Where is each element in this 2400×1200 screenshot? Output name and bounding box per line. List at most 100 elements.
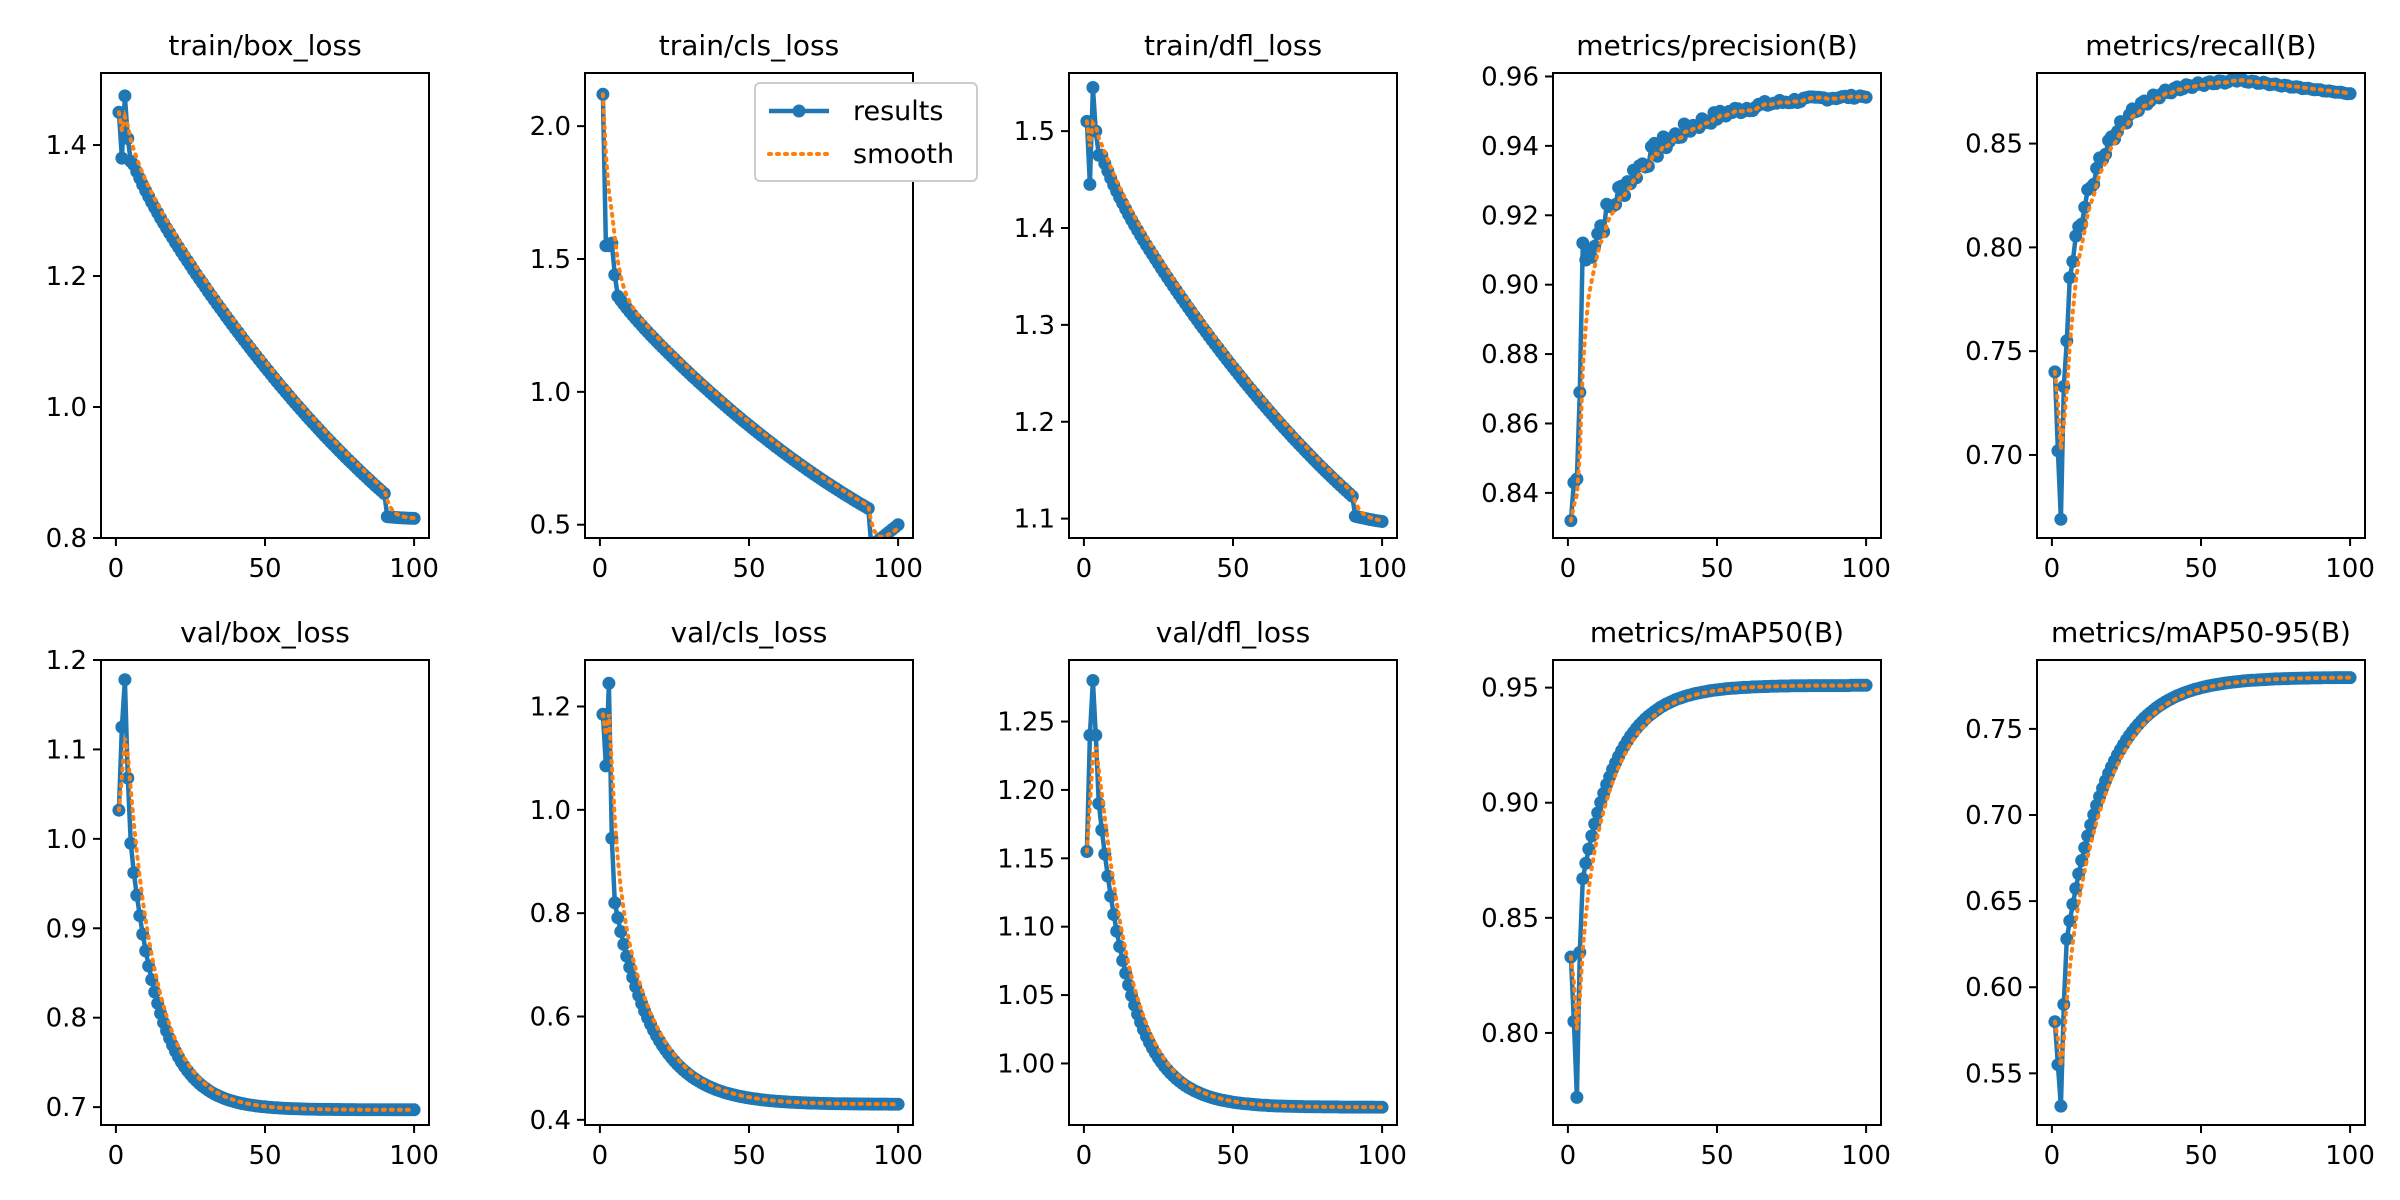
y-tick-label: 0.95 [1481,674,1539,704]
y-tick-label: 0.7 [46,1093,87,1123]
y-tick-label: 1.15 [997,844,1055,874]
x-tick-label: 0 [592,1141,609,1171]
chart-panel: val/cls_loss 0 50 100 0.4 0.6 0.8 1.0 1.2 [530,616,923,1171]
x-tick-label: 100 [2325,554,2375,584]
x-tick-label: 0 [1560,554,1577,584]
results-point [2066,897,2080,911]
results-point [1573,385,1587,399]
y-tick-label: 1.2 [1014,408,1055,438]
y-tick-label: 1.0 [530,378,571,408]
x-tick-label: 0 [1076,1141,1093,1171]
y-tick-label: 0.85 [1481,904,1539,934]
y-tick-label: 1.3 [1014,311,1055,341]
y-tick-label: 1.2 [46,646,87,676]
legend-smooth-label: smooth [853,139,954,170]
results-point [1570,1090,1584,1104]
smooth-line [1084,118,1385,523]
chart-title: train/cls_loss [659,29,839,62]
chart-title: train/box_loss [168,29,361,62]
y-tick-label: 1.10 [997,913,1055,943]
y-tick-label: 0.65 [1965,887,2023,917]
y-tick-label: 1.0 [46,393,87,423]
y-tick-label: 1.00 [997,1049,1055,1079]
chart-title: val/dfl_loss [1156,616,1310,649]
x-tick-label: 100 [389,554,439,584]
plot-area [2048,671,2357,1113]
x-tick-label: 100 [1841,554,1891,584]
smooth-line [1084,746,1385,1110]
x-tick-label: 50 [248,1141,281,1171]
y-tick-label: 0.8 [46,1004,87,1034]
plot-area [596,676,905,1111]
results-point [130,888,144,902]
smooth-line [1568,683,1869,1029]
x-tick-label: 0 [592,554,609,584]
y-tick-label: 1.5 [530,245,571,275]
results-point [2078,841,2092,855]
results-point [608,896,622,910]
y-tick-label: 1.20 [997,776,1055,806]
y-tick-label: 0.80 [1481,1019,1539,1049]
chart-title: metrics/precision(B) [1576,29,1858,62]
chart-title: train/dfl_loss [1144,29,1322,62]
results-point [2343,87,2357,101]
chart-title: metrics/mAP50(B) [1590,616,1844,649]
y-tick-label: 0.70 [1965,801,2023,831]
chart-panel: metrics/mAP50-95(B) 0 50 100 0.55 0.60 0.65 0.7… [1965,616,2375,1171]
x-tick-label: 100 [873,554,923,584]
results-point [118,89,132,103]
y-tick-label: 0.60 [1965,973,2023,1003]
x-tick-label: 0 [108,554,125,584]
results-point [148,985,162,999]
x-tick-label: 50 [732,554,765,584]
y-tick-label: 0.90 [1481,271,1539,301]
y-tick-label: 2.0 [530,112,571,142]
y-tick-label: 1.1 [46,735,87,765]
results-point [2069,882,2083,895]
results-point [599,759,613,773]
legend-box [754,82,978,182]
y-tick-label: 1.1 [1014,505,1055,535]
y-tick-label: 0.4 [530,1106,571,1136]
x-tick-label: 50 [1216,1141,1249,1171]
results-point [1582,842,1596,856]
chart-panel: metrics/precision(B) 0 50 100 0.84 0.86 0.88 0.… [1481,29,1891,584]
smooth-line [2052,78,2353,451]
chart-title: metrics/mAP50-95(B) [2051,616,2351,649]
x-tick-label: 100 [873,1141,923,1171]
x-tick-label: 100 [2325,1141,2375,1171]
results-point [1585,829,1599,843]
chart-title: metrics/recall(B) [2085,29,2316,62]
results-point [1591,806,1605,820]
results-point [2054,1099,2068,1113]
results-point [623,960,637,974]
results-point [2060,932,2074,946]
results-point [121,771,135,785]
results-point [407,1103,421,1117]
plot-area [1080,81,1389,528]
x-tick-label: 50 [732,1141,765,1171]
y-tick-label: 1.5 [1014,117,1055,147]
results-point [614,925,628,939]
y-tick-label: 0.85 [1965,130,2023,160]
results-point [1086,81,1100,94]
results-point [617,937,631,951]
x-tick-label: 0 [1560,1141,1577,1171]
x-tick-label: 100 [1357,1141,1407,1171]
y-tick-label: 0.75 [1965,337,2023,367]
legend-results-label: results [853,96,943,127]
smooth-line [2052,675,2353,1067]
results-point [1107,908,1121,921]
y-tick-label: 1.0 [46,825,87,855]
y-tick-label: 0.70 [1965,441,2023,471]
plot-area [112,89,421,525]
x-tick-label: 50 [2184,554,2217,584]
chart-panel: train/cls_loss 0 50 100 0.5 1.0 1.5 2.0 results s… [530,29,978,584]
results-point [1083,177,1097,191]
y-tick-label: 1.25 [997,708,1055,738]
results-point [1585,250,1599,264]
results-point [2063,271,2077,285]
plot-area [1564,678,1873,1104]
y-tick-label: 0.8 [46,524,87,554]
results-point [118,673,132,687]
